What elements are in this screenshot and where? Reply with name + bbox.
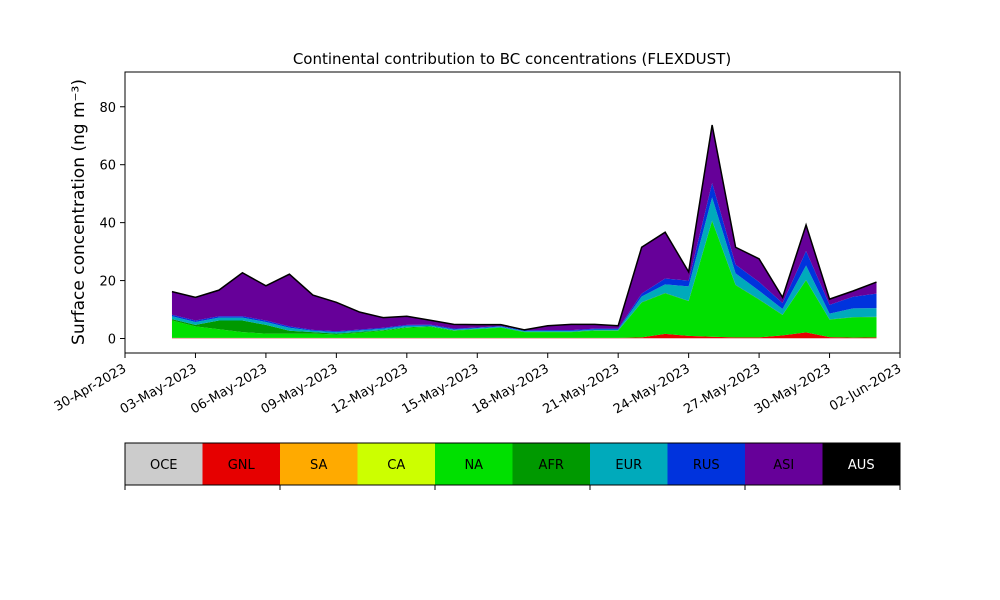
area-eur [171, 197, 877, 334]
x-tick-label: 03-May-2023 [118, 361, 200, 417]
y-axis-label: Surface concentration (ng m⁻³) [69, 79, 89, 345]
y-tick-label: 80 [99, 101, 116, 116]
area-asi [171, 125, 877, 332]
legend-swatch-rus [667, 443, 745, 485]
x-tick-label: 24-May-2023 [611, 361, 693, 417]
legend-label-ca: CA [387, 458, 405, 473]
legend-frame [124, 442, 901, 486]
legend-label-eur: EUR [615, 458, 642, 473]
y-tick-label: 0 [108, 333, 116, 348]
legend-swatch-ca [357, 443, 435, 485]
area-na [171, 220, 877, 338]
x-tick-label: 30-Apr-2023 [52, 361, 129, 414]
plot-frame [124, 71, 901, 354]
area-afr [171, 220, 877, 335]
legend-swatch-asi [745, 443, 823, 485]
y-axis-ticks: 0 20 40 60 80 [99, 101, 125, 348]
y-tick-label: 20 [99, 275, 116, 290]
legend-label-na: NA [464, 458, 483, 473]
x-tick-label: 02-Jun-2023 [827, 361, 904, 414]
y-tick-label: 60 [99, 159, 116, 174]
y-tick-label: 40 [99, 217, 116, 232]
total-line [171, 124, 877, 331]
legend-label-afr: AFR [539, 458, 564, 473]
x-tick-label: 27-May-2023 [681, 361, 763, 417]
area-layers [171, 124, 877, 339]
legend-label-aus: AUS [848, 458, 875, 473]
legend-swatch-oce [125, 443, 203, 485]
area-gnl [171, 332, 877, 339]
x-tick-label: 09-May-2023 [259, 361, 341, 417]
legend-swatch-afr [512, 443, 590, 485]
legend-label-sa: SA [310, 458, 327, 473]
x-tick-label: 12-May-2023 [329, 361, 411, 417]
legend-swatch-na [435, 443, 513, 485]
legend-swatch-gnl [202, 443, 280, 485]
legend-swatch-eur [590, 443, 668, 485]
x-axis-ticks: 30-Apr-202303-May-202306-May-202309-May-… [52, 353, 904, 417]
legend-swatch-aus [822, 443, 900, 485]
legend-colorbar: OCE GNL SA CA NA AFR EUR RUS ASI AUS [124, 442, 901, 490]
x-tick-label: 06-May-2023 [188, 361, 270, 417]
x-tick-label: 30-May-2023 [752, 361, 834, 417]
x-tick-label: 15-May-2023 [400, 361, 482, 417]
legend-swatch-sa [280, 443, 358, 485]
area-rus [171, 182, 877, 333]
legend-label-gnl: GNL [228, 458, 256, 473]
legend-label-asi: ASI [773, 458, 794, 473]
legend-label-oce: OCE [150, 458, 178, 473]
x-tick-label: 21-May-2023 [541, 361, 623, 417]
legend-label-rus: RUS [693, 458, 720, 473]
x-tick-label: 18-May-2023 [470, 361, 552, 417]
chart-title: Continental contribution to BC concentra… [293, 50, 731, 68]
